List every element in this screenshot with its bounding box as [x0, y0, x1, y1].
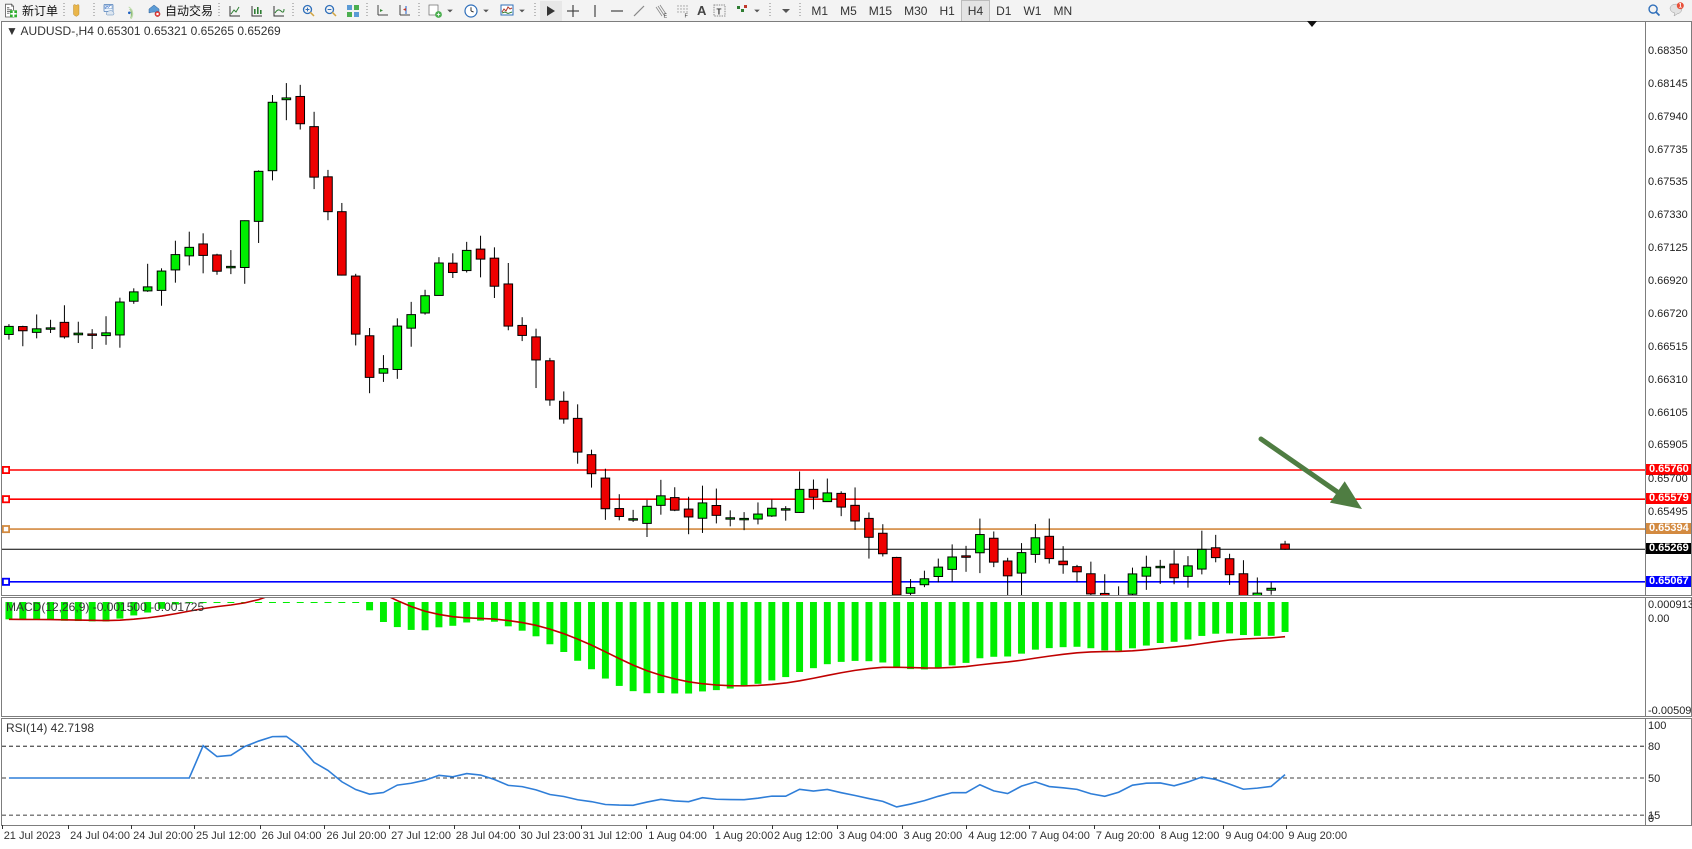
svg-text:T: T: [717, 7, 722, 16]
svg-text:E: E: [664, 13, 668, 19]
svg-text:F: F: [685, 13, 689, 19]
